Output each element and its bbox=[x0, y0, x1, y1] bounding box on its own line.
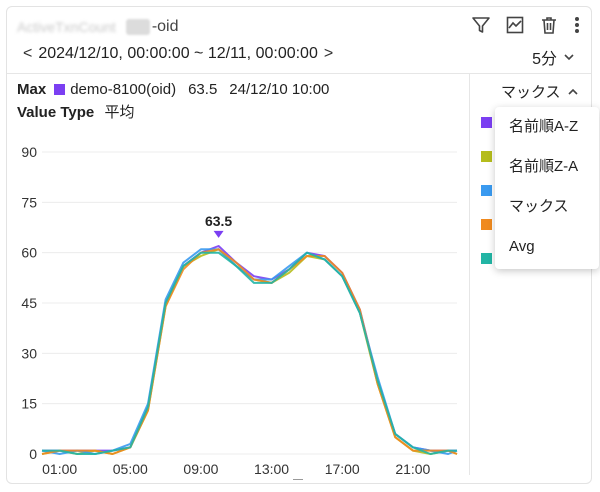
title-obscured-chip bbox=[125, 19, 150, 35]
range-next-button[interactable]: > bbox=[323, 45, 334, 62]
max-label: Max bbox=[17, 81, 47, 98]
x-tick-label: 21:00 bbox=[395, 461, 430, 477]
series-line bbox=[41, 248, 458, 455]
x-tick-label: 13:00 bbox=[254, 461, 289, 477]
legend-swatch[interactable] bbox=[481, 117, 492, 128]
y-tick-label: 0 bbox=[29, 446, 37, 462]
max-time: 24/12/10 10:00 bbox=[229, 81, 330, 98]
header-divider bbox=[7, 73, 591, 74]
filter-icon[interactable] bbox=[471, 15, 491, 35]
more-icon[interactable] bbox=[573, 15, 581, 35]
peak-marker bbox=[213, 230, 224, 238]
max-series-swatch bbox=[54, 84, 66, 95]
interval-select[interactable]: 5分 bbox=[532, 45, 575, 69]
menu-item-avg[interactable]: Avg bbox=[509, 238, 535, 255]
resize-handle[interactable] bbox=[293, 479, 303, 480]
legend-swatch[interactable] bbox=[481, 151, 492, 162]
peak-label: 63.5 bbox=[205, 213, 232, 229]
line-chart: 0 15 30 45 60 75 90 01:00 05:00 09:00 13:00 17:00 21… bbox=[7, 137, 469, 482]
chart-icon[interactable] bbox=[505, 15, 525, 35]
menu-item-name-desc[interactable]: 名前順Z-A bbox=[509, 158, 579, 175]
menu-item-name-asc[interactable]: 名前順A-Z bbox=[509, 118, 579, 135]
widget-toolbar bbox=[471, 15, 581, 35]
chart-svg: 0 15 30 45 60 75 90 01:00 05:00 09:00 13:00 17:00 21… bbox=[21, 144, 458, 477]
menu-item-max[interactable]: マックス bbox=[509, 198, 569, 215]
y-tick-label: 90 bbox=[21, 144, 37, 160]
x-tick-label: 09:00 bbox=[183, 461, 218, 477]
max-info: Max demo-8100(oid) 63.5 24/12/10 10:00 bbox=[17, 81, 329, 98]
interval-label: 5分 bbox=[532, 51, 557, 68]
time-range: < 2024/12/10, 00:00:00 ~ 12/11, 00:00:00… bbox=[17, 45, 339, 63]
sort-dropdown-menu: 名前順A-Z 名前順Z-A マックス Avg bbox=[495, 107, 599, 269]
chevron-down-icon bbox=[564, 54, 574, 61]
value-type-label: Value Type bbox=[17, 104, 95, 121]
legend-sort-label: マックス bbox=[501, 84, 561, 101]
legend-sort-toggle[interactable]: マックス bbox=[501, 81, 579, 102]
x-tick-label: 01:00 bbox=[42, 461, 77, 477]
y-tick-label: 60 bbox=[21, 245, 37, 261]
legend-swatch[interactable] bbox=[481, 253, 492, 264]
value-type-info: Value Type 平均 bbox=[17, 101, 134, 122]
widget-card: ActiveTxnCount -oid < 2024/12/10, 00:00:… bbox=[6, 6, 599, 484]
y-tick-label: 15 bbox=[21, 396, 37, 412]
max-series-name: demo-8100(oid) bbox=[70, 81, 177, 98]
legend-swatch[interactable] bbox=[481, 219, 492, 230]
y-tick-label: 45 bbox=[21, 295, 37, 311]
chevron-up-icon bbox=[567, 88, 578, 95]
x-tick-label: 05:00 bbox=[113, 461, 148, 477]
value-type: 平均 bbox=[104, 104, 135, 121]
title-suffix: -oid bbox=[151, 18, 179, 35]
x-tick-label: 17:00 bbox=[325, 461, 360, 477]
trash-icon[interactable] bbox=[539, 15, 559, 35]
legend-swatches bbox=[481, 117, 492, 287]
title-obscured: ActiveTxnCount bbox=[17, 19, 116, 35]
series-line bbox=[42, 251, 457, 455]
legend-divider bbox=[469, 73, 470, 475]
y-tick-label: 30 bbox=[21, 345, 37, 361]
widget-title: ActiveTxnCount -oid bbox=[17, 15, 179, 39]
max-value: 63.5 bbox=[188, 81, 218, 98]
range-text[interactable]: 2024/12/10, 00:00:00 ~ 12/11, 00:00:00 bbox=[38, 45, 318, 62]
y-tick-label: 75 bbox=[21, 194, 37, 210]
range-prev-button[interactable]: < bbox=[23, 45, 33, 62]
legend-swatch[interactable] bbox=[481, 185, 492, 196]
